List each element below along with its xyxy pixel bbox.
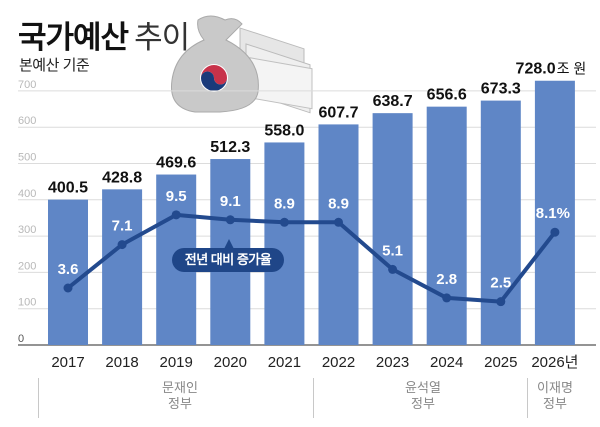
x-tick-label: 2018 (105, 354, 138, 371)
line-point (279, 217, 289, 227)
era-suffix: 정부 (168, 396, 192, 411)
chart-subtitle: 본예산 기준 (19, 57, 90, 74)
y-tick-label: 700 (18, 79, 36, 91)
era-lee: 이재명 정부 (530, 380, 580, 412)
growth-value-label: 9.5 (166, 188, 187, 205)
bar-value-label: 638.7 (373, 93, 413, 110)
growth-value-label: 8.9 (274, 195, 295, 212)
y-tick-label: 500 (18, 152, 36, 164)
bar-value-label: 558.0 (264, 122, 304, 139)
x-axis: 2017 2018 2019 2020 2021 2022 2023 2024 2025 2026… (51, 354, 578, 371)
bar-value-label: 469.6 (156, 155, 196, 172)
y-tick-label: 400 (18, 188, 36, 200)
era-name: 윤석열 (405, 380, 441, 395)
bar-value-label: 607.7 (318, 104, 358, 121)
line-point (171, 210, 181, 220)
y-tick-label: 200 (18, 260, 36, 272)
bar-value-label: 656.6 (427, 87, 467, 104)
growth-value-label: 8.9 (328, 195, 349, 212)
era-moon: 문재인 정부 (140, 380, 220, 412)
title-light: 추이 (134, 20, 190, 55)
bar (372, 113, 413, 345)
x-tick-label: 2021 (268, 354, 301, 371)
x-tick-label: 2024 (430, 354, 463, 371)
line-point (334, 217, 343, 227)
growth-value-label: 5.1 (382, 242, 403, 259)
bar-value-label: 512.3 (210, 139, 250, 156)
x-tick-label: 2025 (484, 354, 517, 371)
y-tick-label: 0 (18, 333, 24, 345)
growth-value-label: 2.8 (436, 271, 457, 288)
era-yoon: 윤석열 정부 (383, 380, 463, 412)
bar-value-label: 673.3 (481, 81, 521, 98)
era-suffix: 정부 (543, 396, 567, 411)
growth-line (63, 210, 560, 307)
line-point (496, 297, 506, 307)
y-tick-label: 300 (18, 224, 36, 236)
x-tick-label: 2020 (214, 354, 247, 371)
bar (264, 142, 305, 345)
x-tick-label: 2023 (376, 354, 409, 371)
growth-value-label: 3.6 (58, 261, 79, 278)
growth-value-label: 8.1% (536, 205, 570, 222)
bars (48, 80, 575, 346)
line-point (225, 215, 235, 225)
era-name: 문재인 (162, 380, 198, 395)
money-bag-icon (170, 15, 313, 114)
line-point (550, 227, 560, 237)
chart-title: 국가예산 추이 (18, 12, 190, 57)
line-point (442, 293, 452, 303)
x-tick-label: 2026년 (531, 354, 578, 371)
bar (48, 199, 88, 345)
growth-value-label: 2.5 (490, 275, 511, 292)
growth-rate-legend: 전년 대비 증가율 (172, 239, 284, 272)
y-tick-label: 600 (18, 115, 36, 127)
bar (426, 106, 467, 345)
line-point (63, 283, 73, 293)
era-divider (38, 378, 39, 418)
line-point (117, 240, 127, 250)
era-divider (527, 378, 528, 418)
bar-value-label: 728.0조 원 (516, 61, 587, 78)
bar (102, 189, 143, 345)
y-tick-label: 100 (18, 297, 36, 309)
growth-polyline (66, 212, 557, 304)
bar (534, 80, 575, 346)
data-labels: 400.5 428.8 469.6 512.3 558.0 607.7 638.7 656.6… (48, 61, 586, 292)
bar-value-label: 428.8 (102, 169, 142, 186)
bar (480, 100, 521, 345)
title-bold: 국가예산 (18, 20, 129, 55)
x-tick-label: 2017 (51, 354, 84, 371)
era-name: 이재명 (537, 380, 573, 395)
line-point (388, 264, 398, 274)
growth-value-label: 7.1 (112, 218, 133, 235)
x-tick-label: 2019 (160, 354, 193, 371)
era-divider (313, 378, 314, 418)
x-tick-label: 2022 (322, 354, 355, 371)
era-suffix: 정부 (411, 396, 435, 411)
bar-value-label: 400.5 (48, 180, 88, 197)
growth-value-label: 9.1 (220, 193, 241, 210)
